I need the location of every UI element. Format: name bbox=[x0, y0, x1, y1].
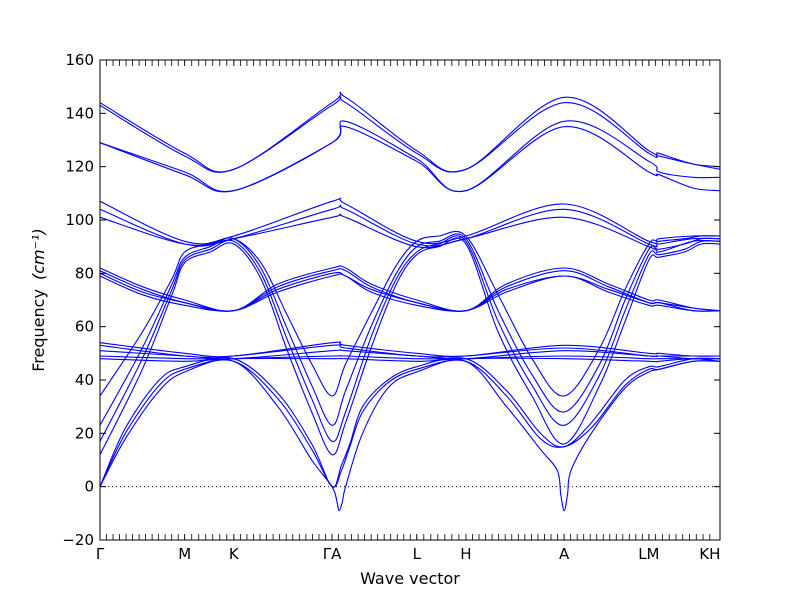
y-tick-label: 80 bbox=[75, 264, 94, 282]
x-tick-label: KH bbox=[699, 545, 720, 563]
phonon-branch-4 bbox=[99, 125, 721, 193]
x-tick-label: A bbox=[559, 545, 570, 563]
x-tick-label: Γ bbox=[96, 545, 105, 563]
y-tick-label: 40 bbox=[75, 371, 94, 389]
y-tick-label: 60 bbox=[75, 318, 94, 336]
y-axis-label-unit: (cm⁻¹) bbox=[29, 228, 48, 280]
x-tick-label: M bbox=[178, 545, 191, 563]
y-tick-label: 160 bbox=[65, 51, 94, 69]
phonon-branch-2 bbox=[99, 96, 721, 173]
y-tick-label: 140 bbox=[65, 104, 94, 122]
y-axis-label: Frequency (cm⁻¹) bbox=[29, 228, 48, 371]
series-layer bbox=[99, 91, 721, 512]
phonon-branch-14 bbox=[99, 235, 721, 442]
phonon-branch-12 bbox=[99, 230, 721, 397]
y-tick-label: 120 bbox=[65, 158, 94, 176]
phonon-branch-11 bbox=[99, 273, 721, 312]
x-axis-label: Wave vector bbox=[360, 569, 460, 588]
x-tick-label: L bbox=[413, 545, 422, 563]
x-tick-label: H bbox=[460, 545, 471, 563]
phonon-branch-15 bbox=[99, 237, 721, 456]
phonon-branch-23 bbox=[99, 359, 721, 512]
x-tick-label: K bbox=[229, 545, 240, 563]
y-tick-label: 0 bbox=[84, 478, 94, 496]
y-tick-label: 20 bbox=[75, 424, 94, 442]
y-axis-label-text: Frequency bbox=[29, 289, 48, 372]
x-tick-label: ΓA bbox=[323, 545, 342, 563]
y-tick-label: −20 bbox=[62, 531, 94, 549]
x-tick-label: LM bbox=[638, 545, 659, 563]
y-tick-label: 100 bbox=[65, 211, 94, 229]
x-axis: Γ M K ΓA L H A LM KH bbox=[96, 60, 720, 563]
y-axis: −20 0 20 40 60 80 100 120 140 160 bbox=[62, 51, 720, 549]
phonon-branch-21 bbox=[99, 356, 721, 488]
phonon-branch-13 bbox=[99, 233, 721, 426]
